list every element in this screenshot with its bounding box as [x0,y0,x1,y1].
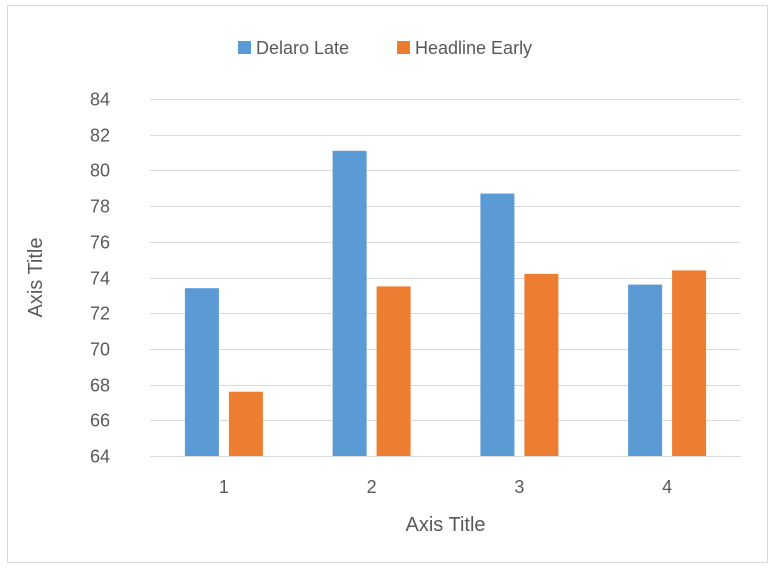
y-axis-tick-labels: 64 66 68 70 72 74 76 78 80 82 84 [90,90,110,467]
x-tick-label: 3 [514,477,524,497]
y-tick-label: 74 [90,269,110,289]
legend-swatch-headline-early [397,41,410,54]
bar-delaro-late-3 [480,193,515,456]
y-tick-label: 76 [90,233,110,253]
y-tick-label: 66 [90,411,110,431]
y-tick-label: 72 [90,304,110,324]
x-tick-label: 2 [367,477,377,497]
bar-delaro-late-4 [628,284,663,456]
y-tick-label: 64 [90,447,110,467]
legend-label-headline-early: Headline Early [415,38,532,58]
x-tick-label: 1 [219,477,229,497]
y-tick-label: 70 [90,340,110,360]
x-axis-tick-labels: 1 2 3 4 [219,477,672,497]
bars [184,150,707,457]
y-axis-title: Axis Title [25,237,47,317]
legend-label-delaro-late: Delaro Late [256,38,349,58]
y-tick-label: 78 [90,197,110,217]
bar-delaro-late-2 [332,150,367,457]
legend-swatch-delaro-late [238,41,251,54]
bar-headline-early-1 [228,391,263,456]
bar-delaro-late-1 [184,288,219,456]
y-tick-label: 84 [90,90,110,110]
x-axis-title: Axis Title [405,514,485,536]
chart-area [7,5,768,563]
legend: Delaro Late Headline Early [238,38,532,58]
y-tick-label: 68 [90,376,110,396]
bar-headline-early-2 [376,286,411,456]
bar-headline-early-4 [672,270,707,456]
bar-headline-early-3 [524,273,559,456]
y-tick-label: 80 [90,161,110,181]
x-tick-label: 4 [662,477,672,497]
y-tick-label: 82 [90,126,110,146]
